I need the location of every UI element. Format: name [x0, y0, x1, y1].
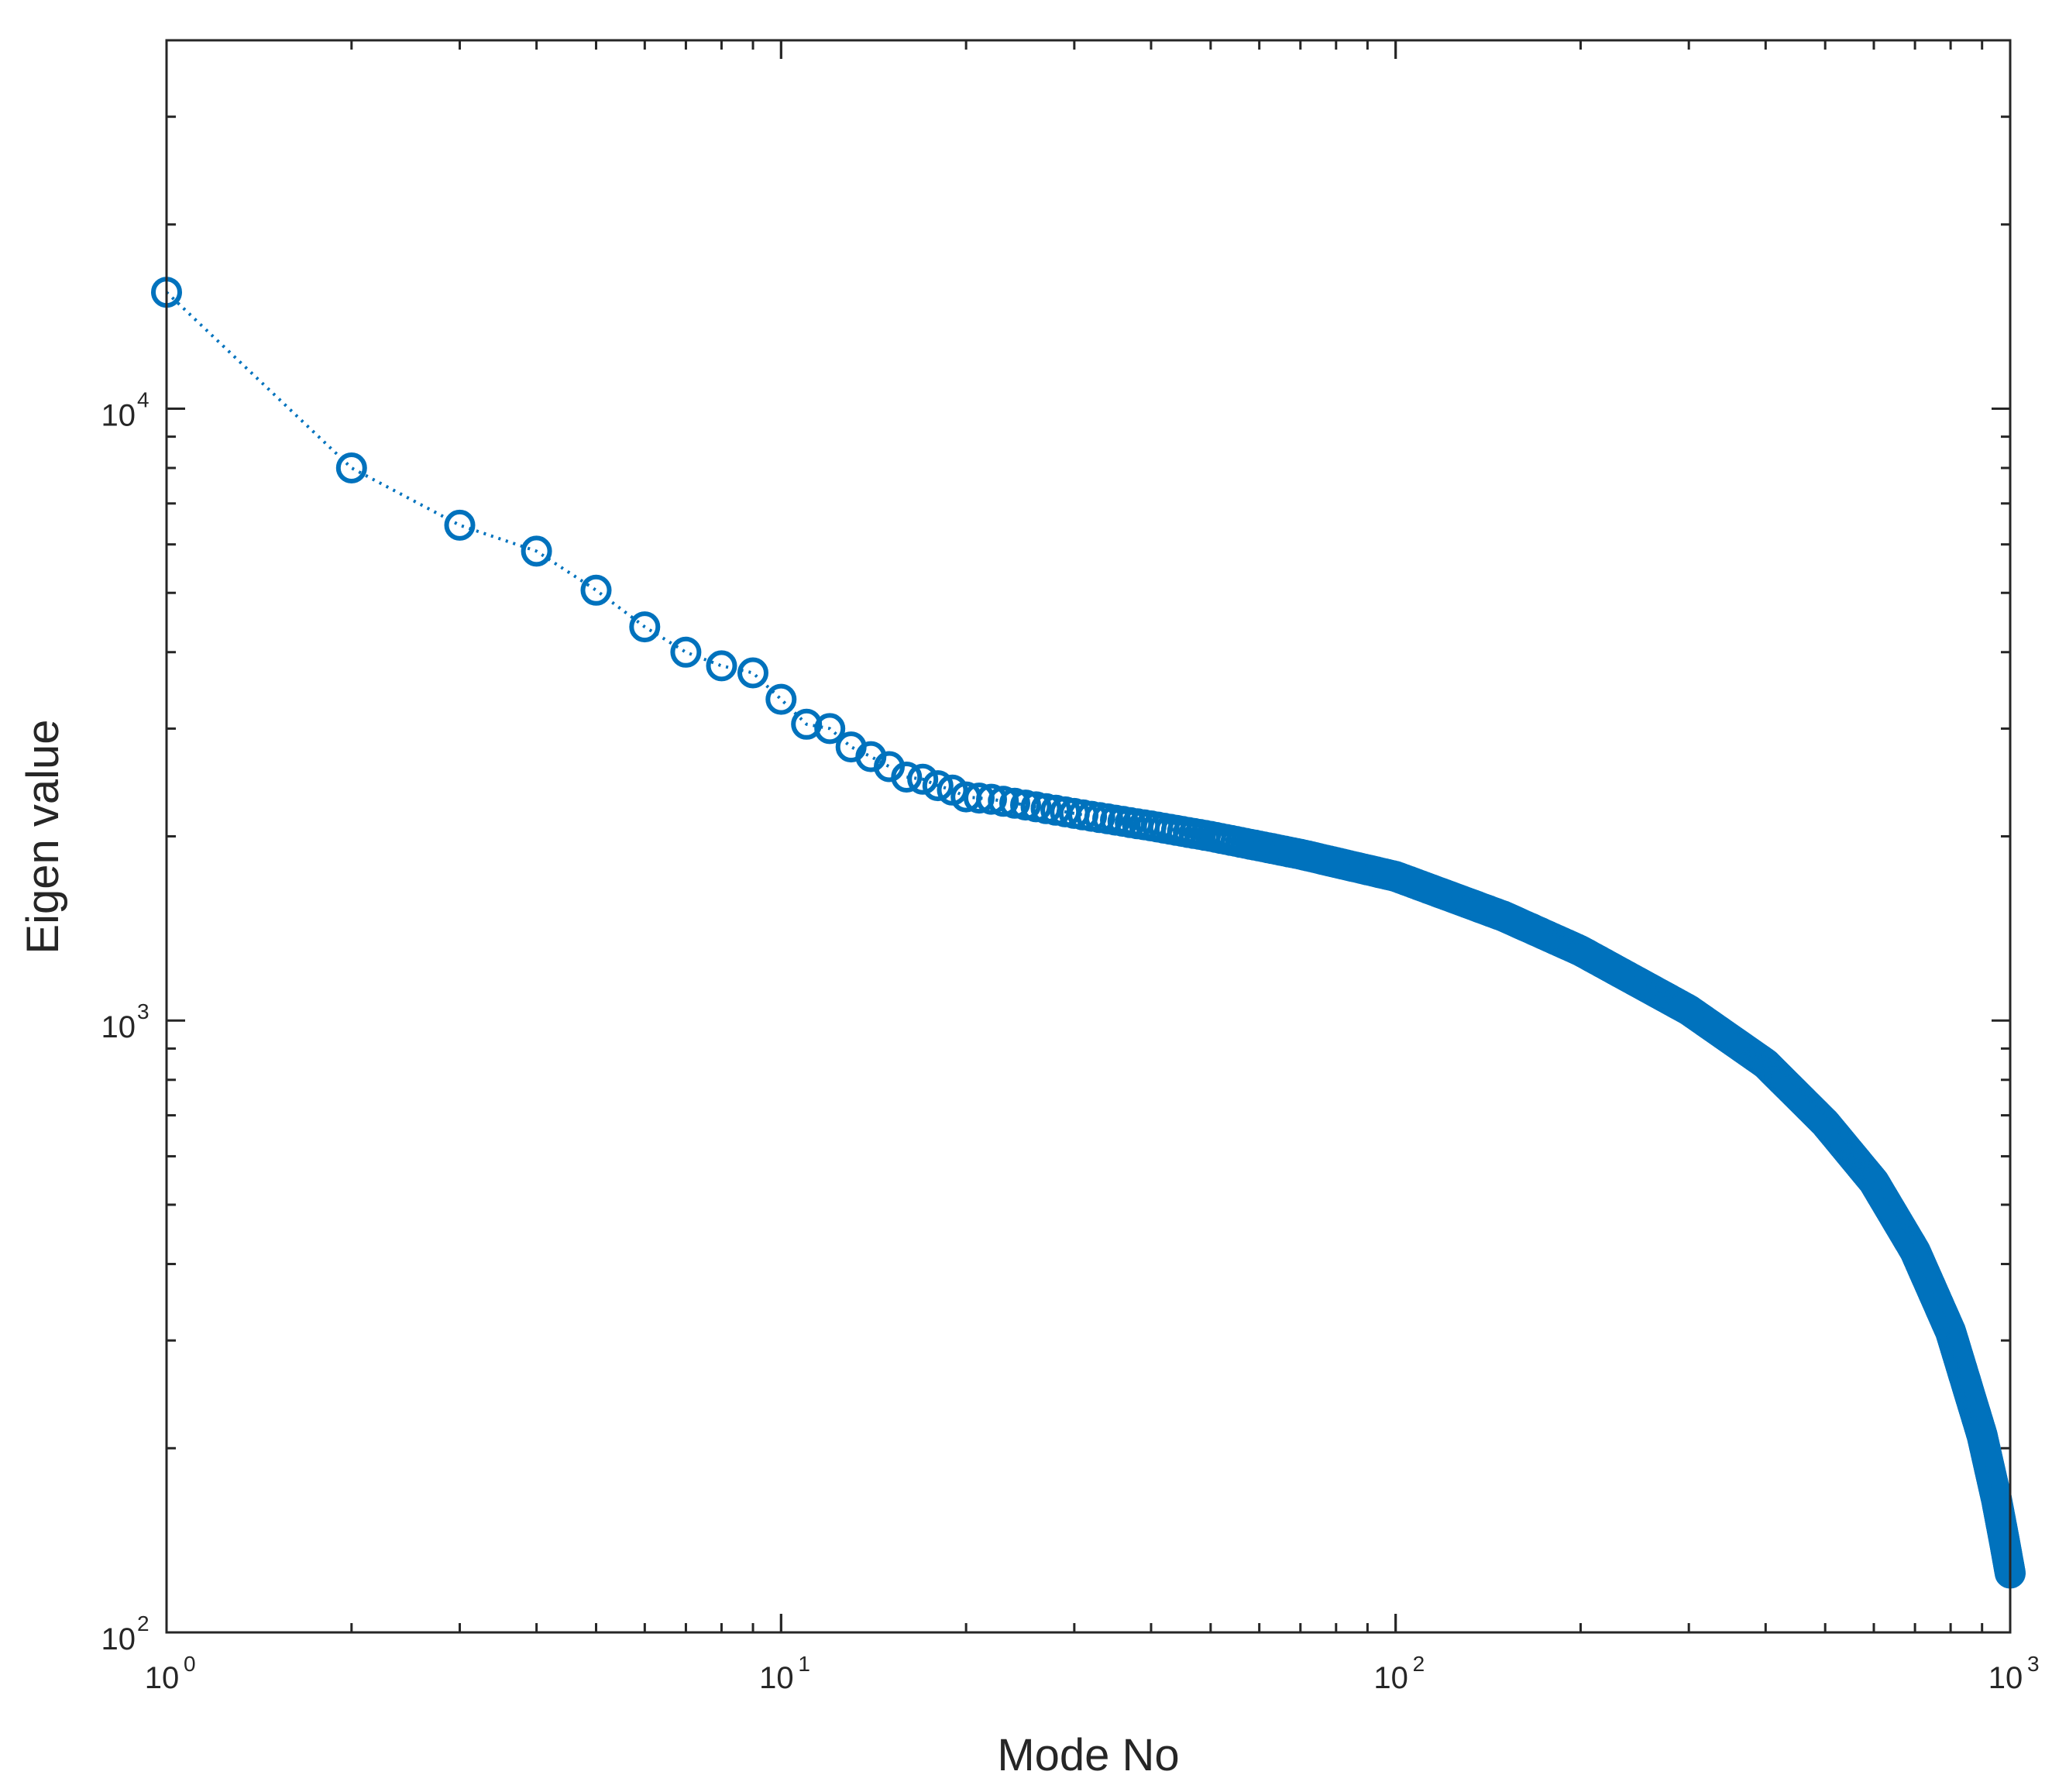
- data-point: [814, 713, 846, 745]
- x-tick-exponent: 3: [2027, 1652, 2040, 1676]
- x-tick-exponent: 2: [1413, 1652, 1425, 1676]
- data-point: [521, 535, 552, 567]
- data-point: [999, 787, 1030, 819]
- y-tick-exponent: 4: [137, 387, 150, 411]
- data-point: [737, 657, 768, 689]
- y-tick-label: 10: [101, 398, 136, 432]
- data-point: [629, 611, 661, 643]
- data-point: [976, 783, 1007, 815]
- data-point: [988, 786, 1019, 817]
- data-point: [891, 762, 923, 793]
- x-tick-exponent: 1: [798, 1652, 810, 1676]
- y-tick-label: 10: [101, 1010, 136, 1044]
- x-tick-label: 10: [1373, 1661, 1408, 1695]
- data-layer: [151, 277, 2026, 1589]
- x-tick-label: 10: [145, 1661, 180, 1695]
- tick-labels-layer: 10 0 10 1 10 2 10 310 210 310 4: [101, 387, 2040, 1695]
- x-tick-label: 10: [1988, 1661, 2023, 1695]
- data-point: [706, 650, 737, 682]
- y-tick-exponent: 2: [137, 1611, 150, 1636]
- data-point: [580, 574, 612, 606]
- x-axis-label: Mode No: [997, 1730, 1179, 1780]
- y-axis-label: Eigen value: [18, 719, 68, 954]
- data-point: [444, 509, 476, 541]
- y-tick-exponent: 3: [137, 999, 150, 1023]
- data-point: [670, 636, 702, 668]
- y-tick-label: 10: [101, 1622, 136, 1656]
- data-point: [922, 770, 954, 802]
- data-point: [907, 763, 939, 795]
- ticks-layer: [165, 39, 2012, 1634]
- x-tick-label: 10: [759, 1661, 794, 1695]
- x-tick-exponent: 0: [184, 1652, 196, 1676]
- data-point: [765, 683, 797, 715]
- data-point: [335, 452, 367, 483]
